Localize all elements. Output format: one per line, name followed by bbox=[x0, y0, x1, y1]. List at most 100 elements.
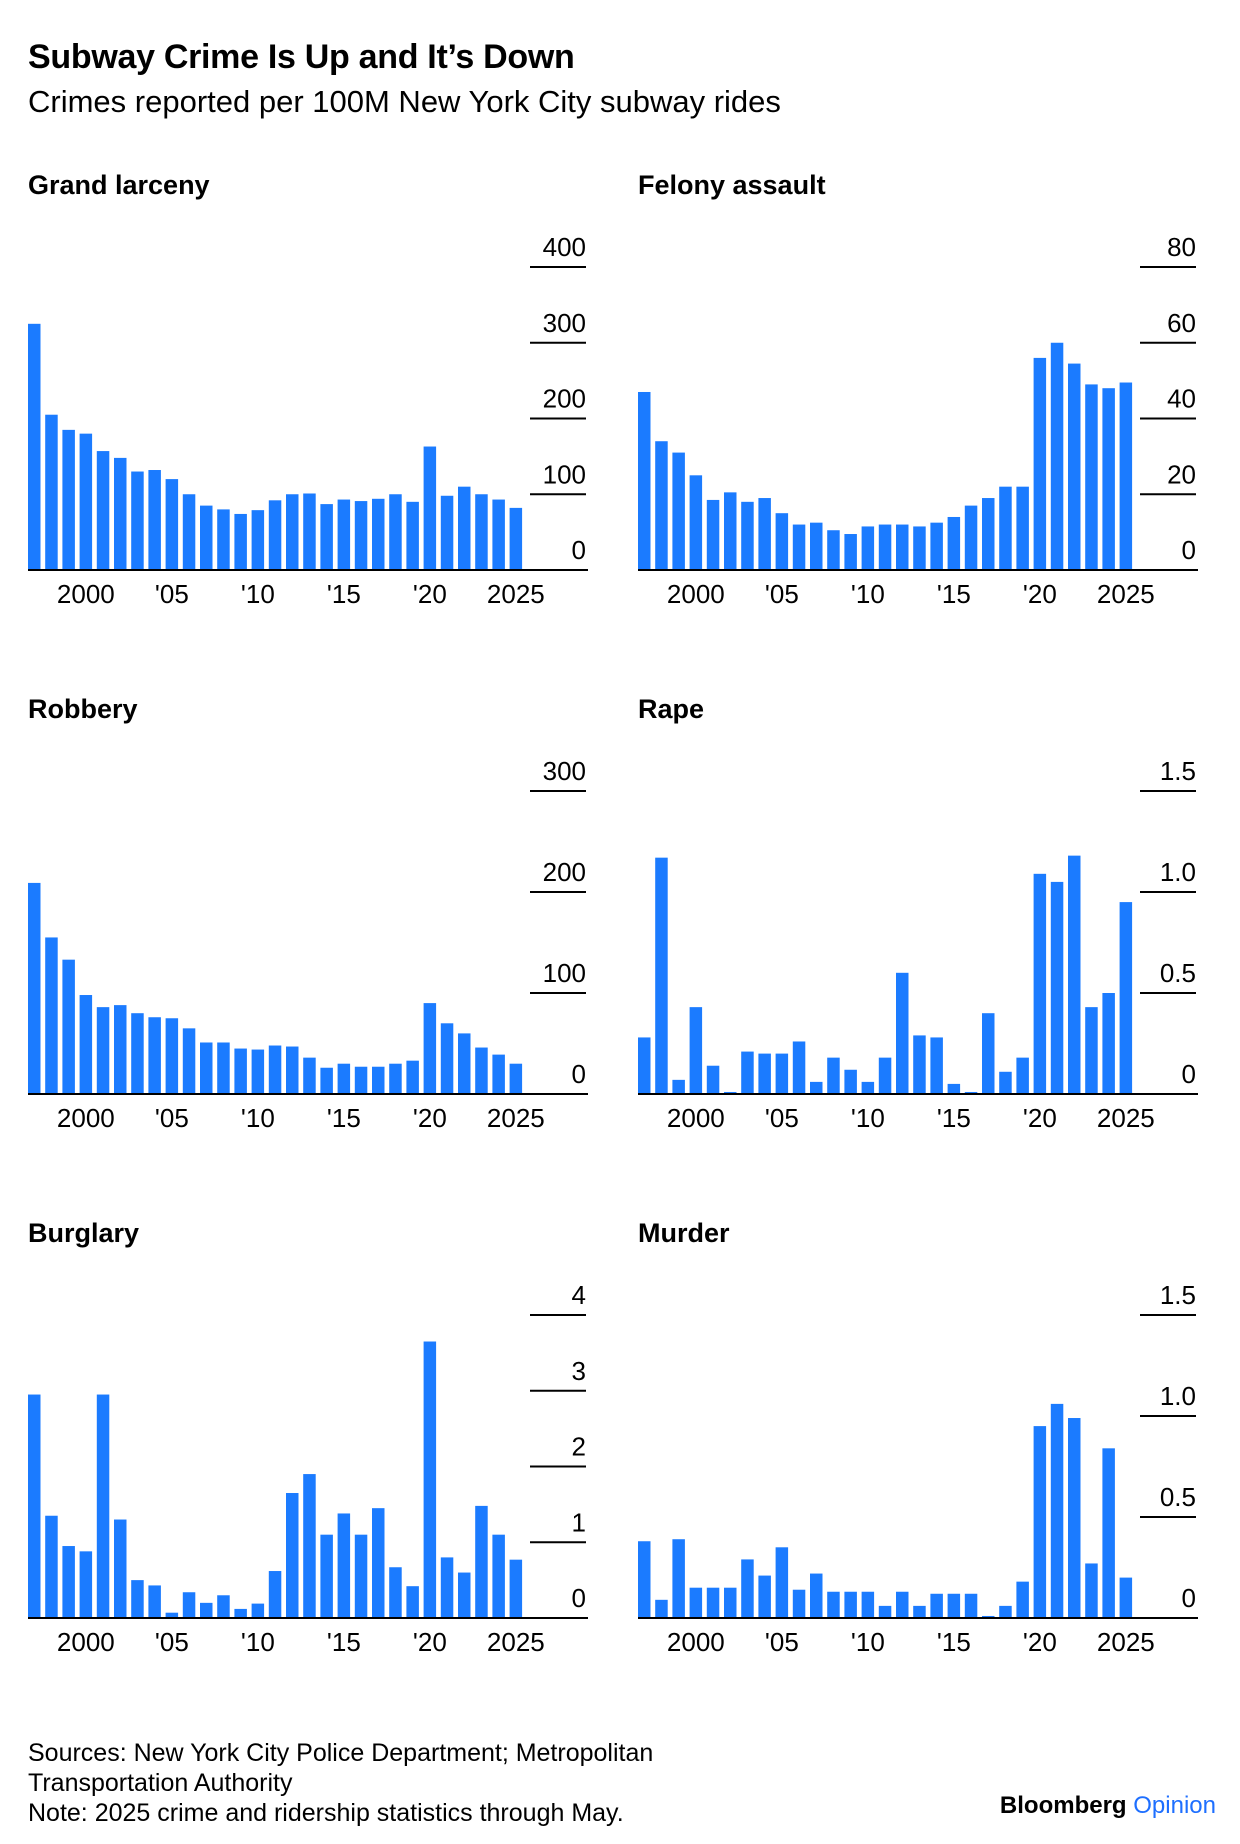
bar-2018 bbox=[389, 494, 402, 570]
bar-2015 bbox=[337, 1513, 351, 1618]
bar-2002 bbox=[724, 492, 737, 570]
y-tick-label: 1.0 bbox=[1160, 857, 1196, 887]
bar-2009 bbox=[234, 1608, 247, 1618]
bar-2001 bbox=[706, 1587, 720, 1618]
bar-2009 bbox=[234, 1048, 247, 1094]
x-tick-label: 2000 bbox=[667, 1627, 725, 1657]
bar-2009 bbox=[844, 1069, 857, 1094]
bar-2011 bbox=[878, 1057, 892, 1094]
bar-2014 bbox=[930, 522, 943, 570]
x-tick-label: '15 bbox=[327, 1103, 361, 1133]
x-tick-label: '20 bbox=[413, 579, 447, 609]
bar-2005 bbox=[775, 513, 789, 570]
y-tick-label: 1.5 bbox=[1160, 756, 1196, 786]
bar-2001 bbox=[706, 1065, 720, 1094]
bar-2014 bbox=[320, 1534, 333, 1618]
burglary-chart: 4 3 2 1 0 2000 '05 '10 '15 '20 2025 bbox=[28, 1280, 588, 1657]
bar-2019 bbox=[406, 1586, 419, 1618]
bar-2023 bbox=[475, 494, 488, 570]
x-tick-label: 2025 bbox=[487, 1103, 545, 1133]
x-tick-label: 2025 bbox=[1097, 1103, 1155, 1133]
panel-title: Burglary bbox=[28, 1218, 140, 1248]
bar-2017 bbox=[982, 1615, 995, 1618]
bar-2020 bbox=[423, 1003, 437, 1094]
bar-2024 bbox=[492, 1534, 505, 1618]
chart-title: Subway Crime Is Up and It’s Down bbox=[28, 38, 575, 76]
bar-2007 bbox=[810, 522, 823, 570]
x-tick-label: '10 bbox=[241, 1627, 275, 1657]
bar-1998 bbox=[45, 1515, 58, 1618]
bar-2017 bbox=[372, 1508, 385, 1618]
bar-2004 bbox=[758, 1575, 771, 1618]
bloomberg-opinion-logo: Bloomberg Opinion bbox=[1000, 1792, 1216, 1820]
bar-2009 bbox=[844, 1591, 857, 1618]
x-tick-label: '05 bbox=[155, 1627, 189, 1657]
bar-2012 bbox=[896, 972, 909, 1094]
y-tick-label: 20 bbox=[1167, 459, 1196, 489]
bar-2012 bbox=[896, 524, 909, 570]
bar-2001 bbox=[706, 499, 720, 570]
bar-1997 bbox=[638, 1541, 651, 1618]
bar-2011 bbox=[268, 1571, 282, 1618]
y-tick-label: 0 bbox=[572, 1059, 586, 1089]
bar-2021 bbox=[1050, 881, 1064, 1094]
y-tick-label: 0 bbox=[1182, 1059, 1196, 1089]
bar-2003 bbox=[741, 1559, 754, 1618]
x-tick-label: 2000 bbox=[57, 579, 115, 609]
bar-2013 bbox=[303, 1057, 316, 1094]
bar-2015 bbox=[947, 1083, 961, 1094]
y-tick-label: 0 bbox=[1182, 1583, 1196, 1613]
bar-2000 bbox=[79, 433, 93, 570]
bar-2000 bbox=[689, 475, 703, 570]
bar-2003 bbox=[131, 1013, 144, 1094]
bar-2020 bbox=[1033, 873, 1047, 1094]
bar-2010 bbox=[861, 1591, 875, 1618]
bar-2023 bbox=[1085, 1563, 1098, 1618]
bar-2007 bbox=[810, 1573, 823, 1618]
bar-2018 bbox=[389, 1063, 402, 1094]
panel-title: Murder bbox=[638, 1218, 730, 1248]
bar-2013 bbox=[303, 493, 316, 570]
bar-2019 bbox=[1016, 1057, 1029, 1094]
y-tick-label: 200 bbox=[543, 857, 586, 887]
x-tick-label: '10 bbox=[851, 1627, 885, 1657]
bar-1997 bbox=[28, 323, 41, 570]
footer: Sources: New York City Police Department… bbox=[28, 1738, 653, 1828]
chart-subtitle: Crimes reported per 100M New York City s… bbox=[28, 84, 781, 119]
y-tick-label: 3 bbox=[572, 1356, 586, 1386]
bar-2000 bbox=[79, 1551, 93, 1618]
bar-1998 bbox=[655, 1599, 668, 1618]
bar-2008 bbox=[827, 1057, 840, 1094]
x-tick-label: '20 bbox=[413, 1103, 447, 1133]
murder-chart: 1.5 1.0 0.5 0 2000 '05 '10 '15 '20 2025 bbox=[638, 1280, 1198, 1657]
x-tick-label: '10 bbox=[241, 579, 275, 609]
bar-2005 bbox=[775, 1053, 789, 1094]
bar-2018 bbox=[389, 1567, 402, 1618]
bar-2014 bbox=[320, 1067, 333, 1094]
x-tick-label: 2025 bbox=[487, 1627, 545, 1657]
bar-1999 bbox=[672, 1079, 685, 1094]
x-tick-label: 2025 bbox=[487, 579, 545, 609]
panel-title: Felony assault bbox=[638, 170, 826, 200]
brand-suffix: Opinion bbox=[1133, 1792, 1216, 1819]
bar-2001 bbox=[96, 451, 110, 570]
bar-2006 bbox=[792, 524, 806, 570]
bar-2018 bbox=[999, 1071, 1012, 1094]
x-tick-label: '05 bbox=[765, 1103, 799, 1133]
bar-2003 bbox=[131, 471, 144, 570]
bar-2002 bbox=[724, 1091, 737, 1094]
bar-2016 bbox=[964, 1593, 978, 1618]
bar-2013 bbox=[913, 1605, 926, 1618]
bar-2012 bbox=[286, 1046, 299, 1094]
panel-robbery: Robbery 300 200 100 0 2000 '05 '10 '15 '20 2025 bbox=[28, 694, 618, 1194]
brand-name: Bloomberg bbox=[999, 1792, 1127, 1819]
bar-2000 bbox=[689, 1587, 703, 1618]
bar-1999 bbox=[62, 959, 75, 1094]
bar-2016 bbox=[354, 1066, 368, 1094]
bar-2019 bbox=[406, 1060, 419, 1094]
panel-title: Grand larceny bbox=[28, 170, 210, 200]
bar-2015 bbox=[947, 1593, 961, 1618]
bar-2010 bbox=[861, 1081, 875, 1094]
bar-2004 bbox=[758, 498, 771, 570]
y-tick-label: 80 bbox=[1167, 232, 1196, 262]
